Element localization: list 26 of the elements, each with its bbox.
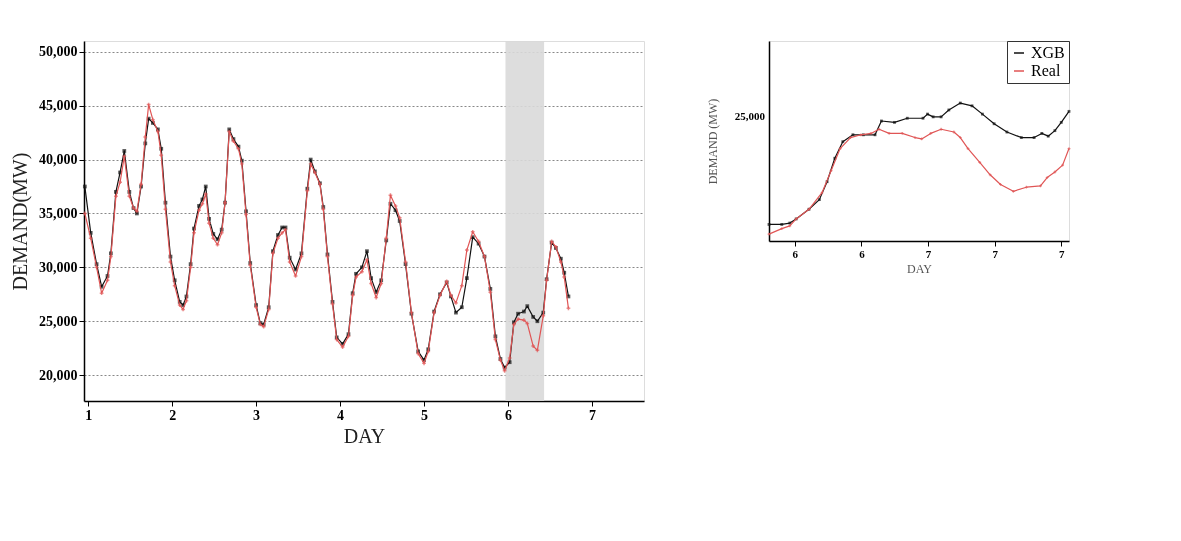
x-axis-title: DAY <box>907 261 933 276</box>
y-tick-label: 25,000 <box>39 313 78 329</box>
legend-label: XGB <box>1031 44 1065 61</box>
x-tick-label: 6 <box>504 407 512 423</box>
y-tick-label: 50,000 <box>39 44 78 60</box>
y-tick-label: 20,000 <box>39 367 78 383</box>
legend-label: Real <box>1031 62 1061 79</box>
y-tick-label: 45,000 <box>39 98 78 114</box>
x-axis-title: DAY <box>343 424 386 447</box>
y-tick-label: 30,000 <box>39 259 78 275</box>
x-tick-label: 7 <box>992 247 999 260</box>
x-tick-label: 7 <box>925 247 932 260</box>
y-axis-title: DEMAND (MW) <box>705 98 720 185</box>
y-tick-label: 35,000 <box>39 205 78 221</box>
x-tick-label: 3 <box>253 407 261 423</box>
x-tick-label: 2 <box>169 407 177 423</box>
x-tick-label: 6 <box>792 247 799 260</box>
y-tick-label: 40,000 <box>39 152 78 168</box>
x-tick-label: 7 <box>588 407 596 423</box>
x-tick-label: 4 <box>337 407 345 423</box>
x-tick-label: 6 <box>859 247 866 260</box>
x-tick-label: 1 <box>85 407 93 423</box>
x-tick-label: 7 <box>1059 247 1066 260</box>
text: 25,000 <box>734 110 766 122</box>
y-axis-title: DEMAND(MW) <box>9 152 32 291</box>
x-tick-label: 5 <box>421 407 429 423</box>
